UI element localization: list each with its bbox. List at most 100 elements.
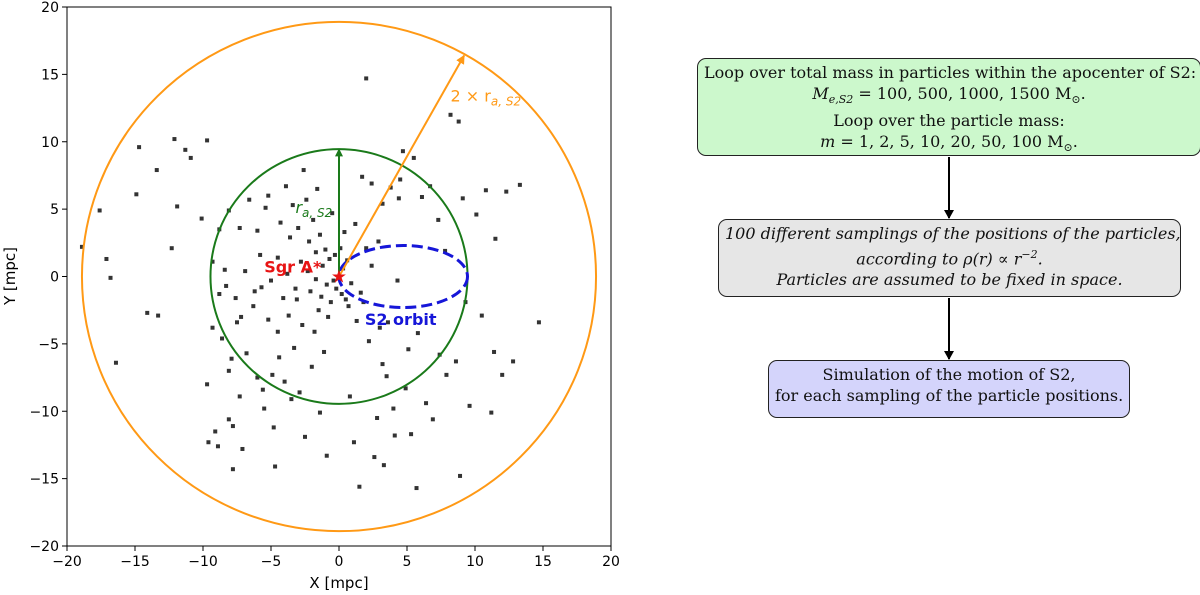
particle-point xyxy=(309,364,314,369)
particle-point xyxy=(169,246,174,251)
particle-point xyxy=(237,394,242,399)
particle-point xyxy=(376,239,381,244)
particle-point xyxy=(366,339,371,344)
particle-point xyxy=(240,446,245,451)
particle-point xyxy=(269,278,273,283)
particle-point xyxy=(479,313,484,318)
particle-point xyxy=(358,290,363,295)
particle-point xyxy=(436,217,441,222)
particle-point xyxy=(380,201,385,206)
particle-point xyxy=(79,244,84,249)
particle-point xyxy=(444,372,449,377)
particle-point xyxy=(281,296,286,301)
particle-point xyxy=(415,331,420,336)
particle-point xyxy=(296,225,301,230)
particle-point xyxy=(233,296,238,301)
particle-point xyxy=(364,76,369,81)
particle-point xyxy=(113,360,118,365)
y-tick-label: −20 xyxy=(29,539,59,555)
y-tick-label: 0 xyxy=(50,270,59,286)
particle-point xyxy=(377,325,382,330)
x-tick-label: 10 xyxy=(466,554,484,570)
particle-point xyxy=(351,440,356,445)
y-tick-label: −10 xyxy=(29,404,59,420)
particle-point xyxy=(400,149,405,154)
particle-point xyxy=(266,317,271,322)
particle-point xyxy=(145,310,150,315)
particle-point xyxy=(275,255,280,260)
particle-point xyxy=(297,390,302,395)
particle-point xyxy=(270,372,275,377)
particle-point xyxy=(224,283,229,288)
scatter-plot: 2 × ra, S2 ra, S2 Sgr A* S2 orbit ★ −20 −15 −1… xyxy=(1,0,620,592)
particle-point xyxy=(226,368,231,373)
particle-point xyxy=(385,320,390,325)
particle-point xyxy=(251,304,256,309)
particle-point xyxy=(384,374,389,379)
box2-line1: 100 different samplings of the positions… xyxy=(725,224,1181,243)
particle-point xyxy=(493,236,498,241)
particle-point xyxy=(282,379,287,384)
particle-point xyxy=(263,205,268,210)
particle-point xyxy=(278,220,283,225)
particle-point xyxy=(467,403,472,408)
particle-point xyxy=(372,455,377,460)
particle-point xyxy=(460,196,465,201)
particle-point xyxy=(134,192,139,197)
particle-point xyxy=(275,329,280,334)
particle-point xyxy=(316,308,321,313)
particle-point xyxy=(301,168,306,173)
particle-point xyxy=(252,289,257,294)
particle-point xyxy=(489,410,494,415)
y-tick-label: −15 xyxy=(29,472,59,488)
box3-line1: Simulation of the motion of S2, xyxy=(822,365,1076,384)
sgr-a-star-marker: ★ xyxy=(331,267,347,288)
particle-point xyxy=(222,267,227,272)
particle-point xyxy=(458,473,463,478)
particle-point xyxy=(220,336,225,341)
particle-point xyxy=(199,216,204,221)
outer-circle xyxy=(80,20,598,533)
particle-point xyxy=(294,297,299,302)
particle-point xyxy=(331,278,336,283)
particle-point xyxy=(290,203,295,208)
y-axis-label: Y [mpc] xyxy=(1,247,19,306)
particle-point xyxy=(312,329,317,334)
particle-point xyxy=(398,177,403,182)
box1-line1: Loop over total mass in particles within… xyxy=(704,63,1197,82)
particle-point xyxy=(137,145,142,150)
axes: −20 −15 −10 −5 0 5 10 15 20 −20 −15 −10 −5 0 5 10 15 20 xyxy=(29,0,619,570)
particle-point xyxy=(392,433,397,438)
particle-point xyxy=(315,186,320,191)
flow-box-simulation: Simulation of the motion of S2, for each… xyxy=(768,360,1130,418)
annotation-label: 2 × ra, S2 xyxy=(451,86,522,108)
particle-point xyxy=(183,147,188,152)
particle-point xyxy=(283,184,288,189)
x-tick-label: −10 xyxy=(188,554,218,570)
particle-point xyxy=(266,193,271,198)
particle-point xyxy=(300,323,305,328)
particle-point xyxy=(156,313,161,318)
x-tick-label: 5 xyxy=(403,554,412,570)
particle-point xyxy=(307,239,312,244)
y-tick-label: 5 xyxy=(50,202,59,218)
particle-point xyxy=(395,278,400,283)
particle-point xyxy=(271,425,276,430)
particle-point xyxy=(406,347,411,352)
particle-point xyxy=(298,259,303,264)
plot-shapes: 2 × ra, S2 ra, S2 Sgr A* S2 orbit ★ xyxy=(80,20,598,533)
particle-point xyxy=(277,355,282,360)
x-tick-label: −15 xyxy=(120,554,150,570)
particle-point xyxy=(388,185,393,190)
particle-point xyxy=(327,256,332,261)
particle-point xyxy=(360,174,365,179)
particle-point xyxy=(286,313,291,318)
particle-point xyxy=(303,434,307,439)
particle-point xyxy=(364,246,369,251)
y-tick-label: 15 xyxy=(41,67,59,83)
particle-point xyxy=(108,275,113,280)
y-tick-label: 20 xyxy=(41,0,59,16)
box2-line2: according to ρ(r) ∝ r−2. xyxy=(856,248,1043,269)
particle-point xyxy=(443,248,448,253)
box2-line3: Particles are assumed to be fixed in spa… xyxy=(776,270,1123,290)
